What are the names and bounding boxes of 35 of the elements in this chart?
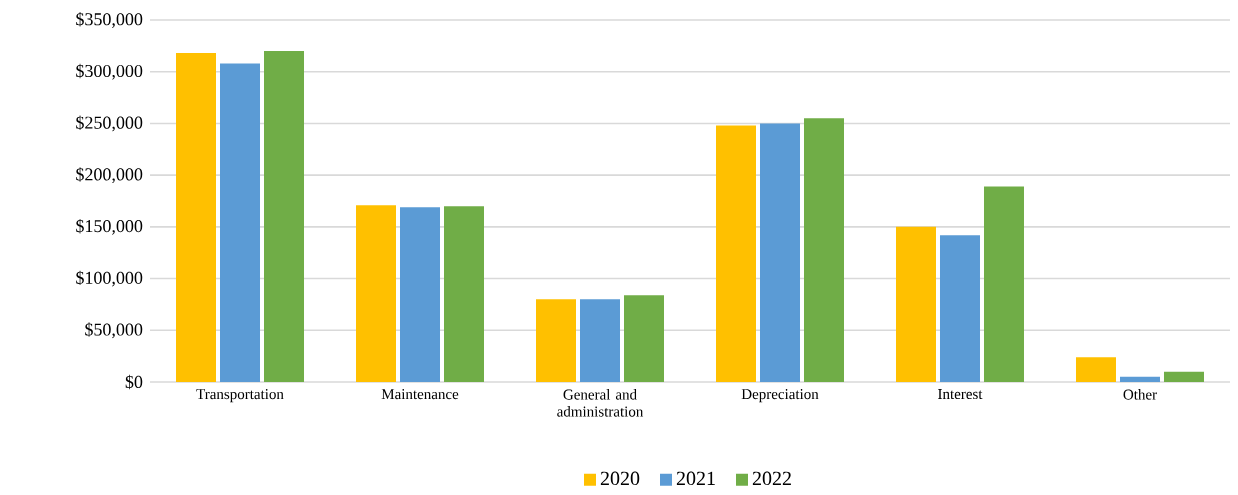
legend-label: 2020: [600, 471, 640, 486]
bar: [896, 226, 936, 383]
bar: [264, 51, 305, 383]
bar: [220, 63, 261, 383]
bar: [400, 207, 440, 383]
x-tick-label: Depreciation: [741, 389, 819, 403]
legend-label: 2022: [752, 471, 791, 486]
y-tick-label: $0: [125, 374, 143, 390]
x-tick-label: Transportation: [196, 389, 284, 403]
bar: [444, 206, 484, 383]
legend-label: 2021: [676, 471, 715, 486]
bar: [940, 235, 980, 383]
y-tick-label: $350,000: [76, 12, 143, 28]
y-tick-label: $150,000: [76, 218, 143, 235]
bar: [1075, 357, 1116, 383]
bar: [1119, 376, 1160, 383]
bar: [804, 118, 844, 383]
x-tick-label: General and administration: [557, 389, 644, 417]
bar: [176, 53, 217, 383]
bar: [624, 295, 664, 383]
bar: [983, 186, 1024, 383]
y-tick-label: $200,000: [76, 167, 143, 184]
y-tick-label: $250,000: [76, 115, 143, 132]
x-tick-label: Maintenance: [381, 389, 459, 400]
x-tick-label: Other: [1123, 389, 1157, 400]
bar: [760, 123, 800, 383]
bar: [356, 205, 396, 383]
y-tick-label: $100,000: [76, 270, 143, 287]
bar: [716, 125, 756, 383]
bar: [536, 299, 576, 383]
y-tick-label: $50,000: [85, 322, 143, 339]
x-tick-label: Interest: [938, 389, 983, 400]
bar: [1163, 371, 1204, 383]
bar: [580, 299, 620, 383]
y-tick-label: $300,000: [76, 63, 143, 80]
